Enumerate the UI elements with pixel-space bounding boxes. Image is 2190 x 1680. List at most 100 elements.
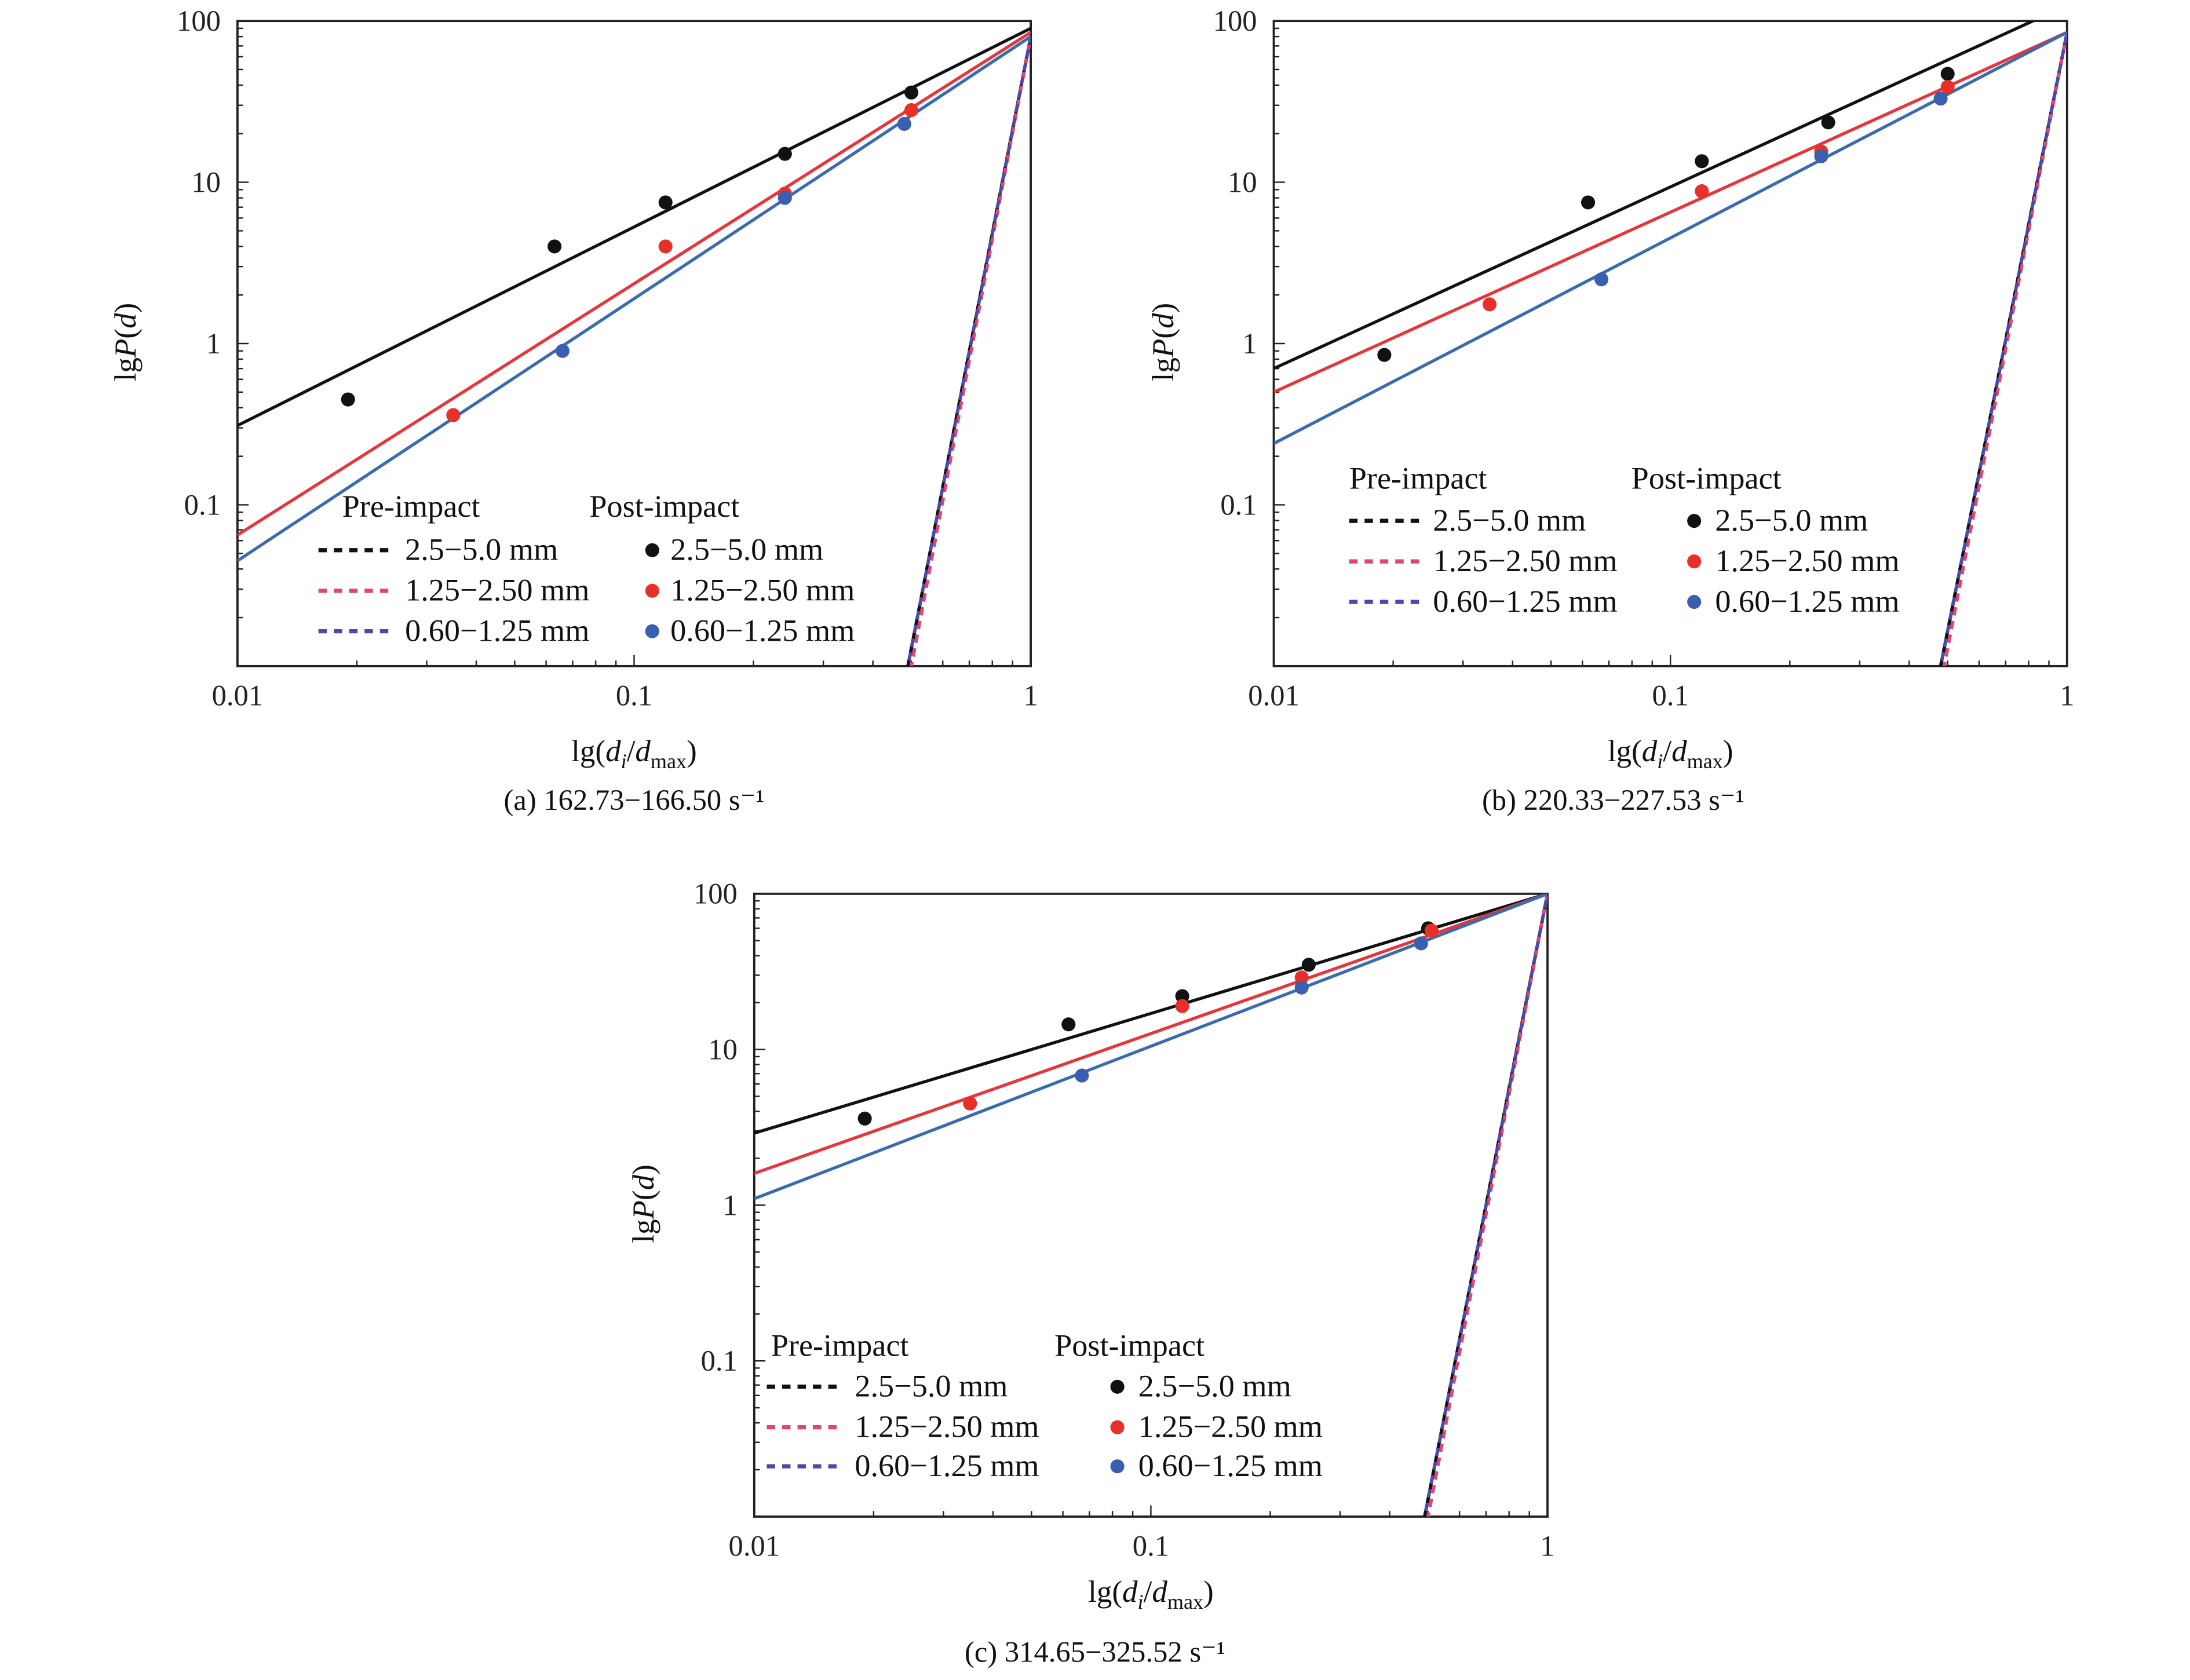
panel-caption: (c) 314.65−325.52 s⁻¹ — [965, 1636, 1225, 1668]
legend-post-label: 1.25−2.50 mm — [670, 573, 855, 608]
legend-post-label: 1.25−2.50 mm — [1715, 543, 1899, 578]
label-part: ) — [1723, 735, 1733, 768]
pre-impact-line — [906, 36, 1031, 666]
fit-line — [754, 893, 1548, 1135]
legend-pre-title: Pre-impact — [771, 1328, 909, 1363]
legend: Pre-impact Post-impact 2.5−5.0 mm 2.5−5.0 m… — [1349, 461, 1900, 619]
legend-post-marker — [1110, 1459, 1125, 1474]
y-tick-label: 100 — [694, 878, 738, 910]
label-part: ( — [109, 328, 143, 339]
legend-post-marker — [1687, 554, 1702, 569]
x-tick-label: 1 — [1023, 679, 1038, 711]
x-tick-label: 0.01 — [212, 679, 264, 711]
label-part: lg — [627, 1219, 660, 1243]
label-part: d — [605, 735, 621, 768]
x-axis-label: lg(di/dmax) — [1608, 735, 1733, 773]
data-point — [1940, 79, 1955, 94]
data-point — [904, 103, 919, 118]
y-tick-label: 100 — [1213, 5, 1257, 37]
legend-post-marker — [1110, 1379, 1125, 1394]
label-part: ( — [1147, 328, 1180, 339]
x-tick-label: 0.1 — [1133, 1529, 1169, 1562]
fit-line — [237, 31, 1031, 536]
fit-line — [1273, 21, 2037, 370]
label-part: ) — [1147, 303, 1180, 313]
legend-post-marker — [645, 583, 659, 598]
legend-post-label: 1.25−2.50 mm — [1138, 1409, 1323, 1444]
plot-area — [237, 27, 1031, 666]
label-part: lg — [1147, 357, 1180, 381]
label-part: / — [1144, 1575, 1152, 1609]
label-part: d — [627, 1174, 660, 1190]
plot-area — [1273, 21, 2067, 666]
data-point — [904, 85, 919, 100]
plot-frame — [1272, 20, 2068, 667]
data-point — [1594, 272, 1609, 287]
legend-post-label: 0.60−1.25 mm — [1715, 584, 1899, 619]
data-point — [1414, 936, 1428, 951]
data-point — [1175, 989, 1189, 1003]
label-part: d — [635, 735, 651, 768]
y-tick-label: 1 — [206, 327, 221, 360]
y-tick-label: 0.1 — [184, 488, 221, 521]
legend-post-title: Post-impact — [1631, 461, 1782, 496]
fit-line — [1273, 31, 2067, 445]
data-point — [1377, 348, 1392, 362]
legend-post-label: 0.60−1.25 mm — [1138, 1448, 1323, 1483]
data-point — [446, 408, 461, 422]
y-tick-label: 10 — [191, 166, 221, 198]
data-point — [1695, 154, 1709, 169]
data-point — [1301, 958, 1316, 972]
label-part: d — [1122, 1575, 1138, 1609]
legend-post-label: 2.5−5.0 mm — [1715, 503, 1868, 538]
data-point — [778, 147, 792, 161]
x-tick-label: 1 — [1540, 1529, 1554, 1562]
label-part: i — [1657, 750, 1663, 773]
data-point — [1695, 184, 1709, 199]
label-part: max — [1167, 1590, 1203, 1613]
legend-pre-label: 0.60−1.25 mm — [855, 1448, 1039, 1483]
y-tick-label: 10 — [708, 1033, 738, 1065]
data-point — [1814, 149, 1828, 163]
label-part: d — [1671, 735, 1687, 768]
legend-pre-label: 1.25−2.50 mm — [405, 573, 589, 608]
legend-pre-label: 1.25−2.50 mm — [855, 1409, 1039, 1444]
x-tick-label: 0.01 — [1248, 679, 1300, 711]
label-part: d — [109, 313, 143, 328]
label-part: ) — [109, 303, 143, 313]
data-point — [1933, 92, 1948, 106]
legend-post-label: 2.5−5.0 mm — [670, 532, 823, 567]
data-point — [1061, 1017, 1076, 1032]
legend-post-title: Post-impact — [589, 489, 739, 524]
legend-pre-title: Pre-impact — [342, 489, 480, 524]
label-part: ) — [627, 1164, 660, 1175]
data-point — [658, 195, 673, 210]
legend-post-marker — [1687, 594, 1702, 609]
data-point — [658, 239, 673, 254]
fit-line — [237, 27, 1031, 428]
data-point — [897, 116, 911, 131]
legend-pre-label: 2.5−5.0 mm — [855, 1369, 1008, 1404]
data-point — [1940, 67, 1955, 81]
label-part: P — [1147, 339, 1180, 358]
data-point — [341, 392, 355, 407]
legend: Pre-impact Post-impact 2.5−5.0 mm 2.5−5.0 m… — [767, 1328, 1323, 1483]
legend-post-marker — [1110, 1420, 1125, 1434]
legend-pre-title: Pre-impact — [1349, 461, 1487, 496]
y-axis-label: lgP(d) — [1147, 303, 1180, 381]
data-point — [778, 191, 792, 205]
legend: Pre-impact Post-impact 2.5−5.0 mm 2.5−5.0 m… — [318, 489, 855, 648]
y-axis-label: lgP(d) — [627, 1164, 660, 1243]
label-part: d — [1152, 1575, 1167, 1609]
label-part: P — [627, 1200, 660, 1219]
label-part: max — [1687, 750, 1723, 773]
data-point — [1482, 297, 1497, 312]
label-part: lg( — [571, 735, 605, 768]
data-point — [963, 1096, 977, 1111]
label-part: lg( — [1608, 735, 1642, 768]
y-tick-label: 0.1 — [1220, 488, 1257, 521]
